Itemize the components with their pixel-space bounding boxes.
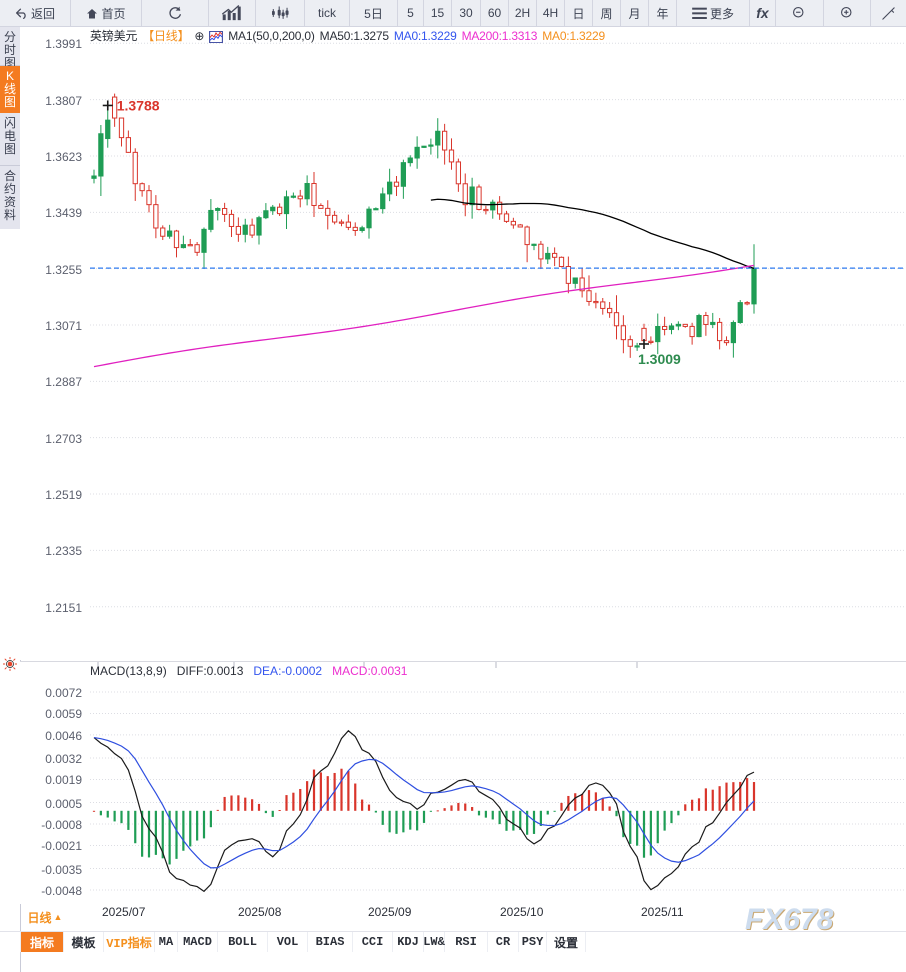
svg-text:1.3788: 1.3788: [117, 97, 160, 113]
svg-text:1.3009: 1.3009: [638, 351, 681, 367]
